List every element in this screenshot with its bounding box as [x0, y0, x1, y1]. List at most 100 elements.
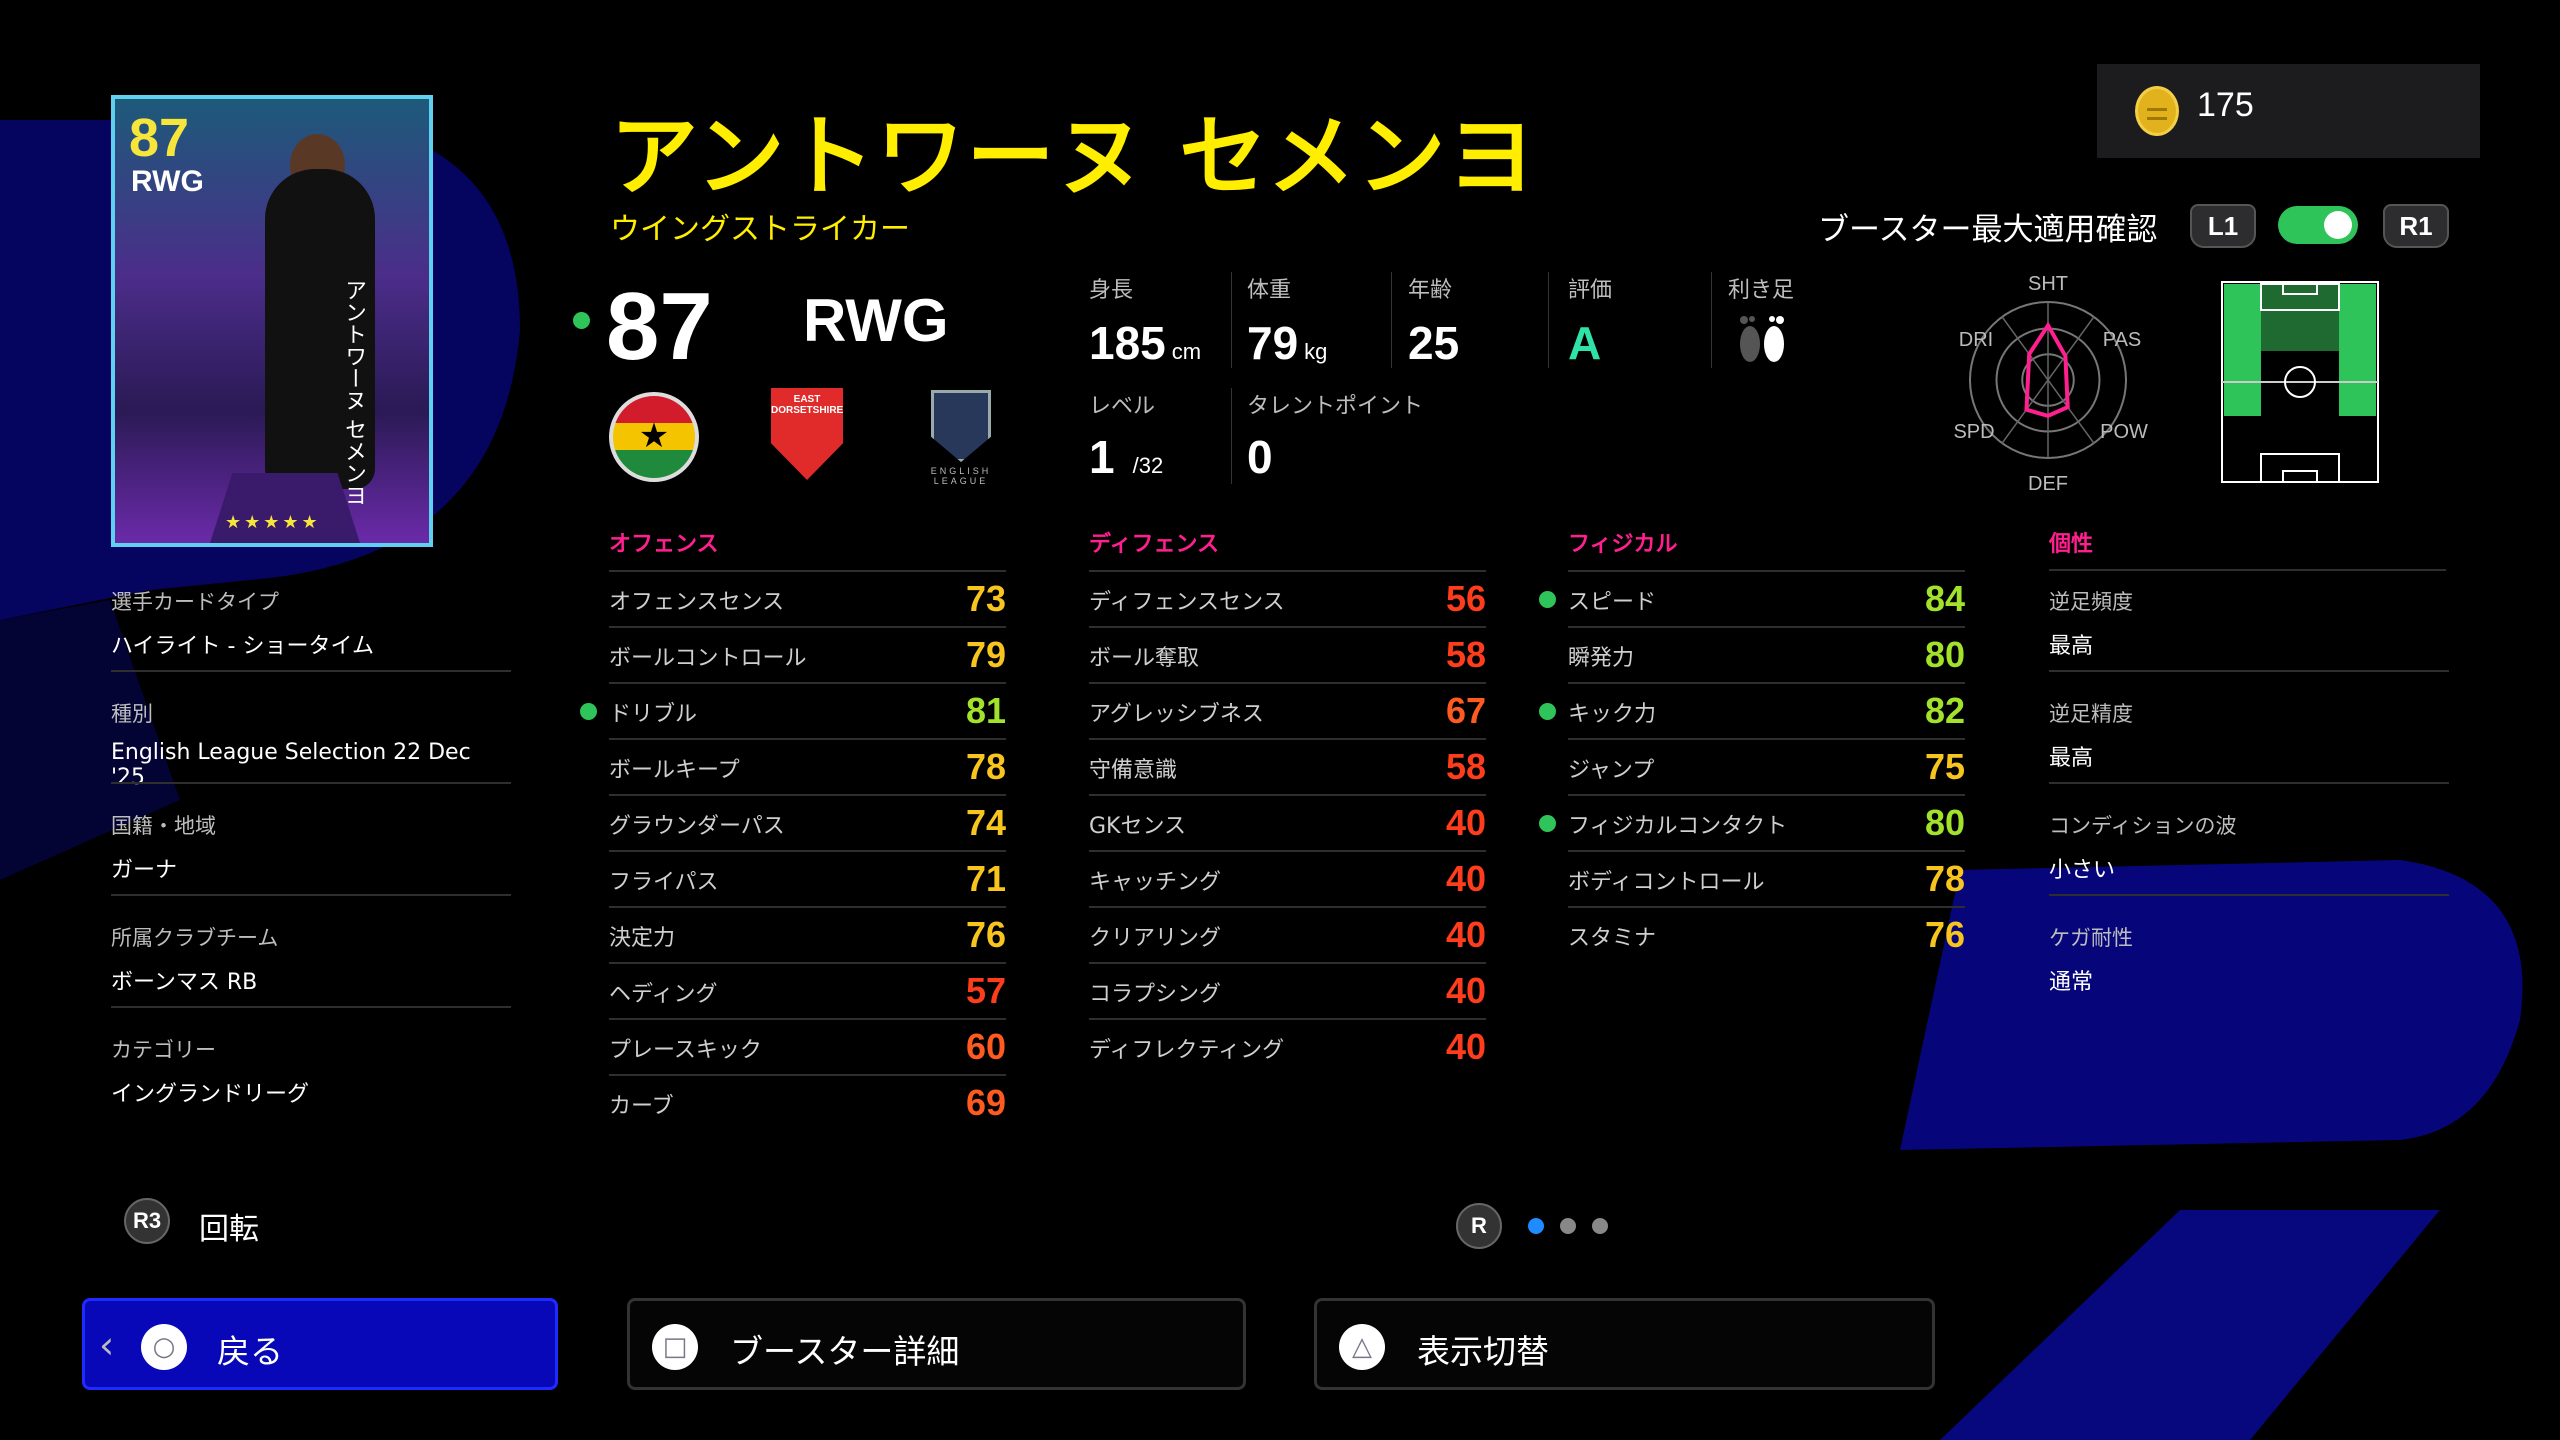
- booster-detail-button[interactable]: □ ブースター詳細: [627, 1298, 1246, 1390]
- booster-detail-label: ブースター詳細: [730, 1332, 960, 1371]
- detail-value: イングランドリーグ: [111, 1082, 310, 1107]
- stat-value: 84: [1924, 578, 1965, 619]
- stat-row: コラプシング 40: [1089, 962, 1486, 1018]
- stat-label: 瞬発力: [1568, 646, 1635, 671]
- divider: [111, 670, 511, 672]
- stat-value: 40: [1445, 1026, 1486, 1067]
- page-dot[interactable]: [1560, 1218, 1576, 1234]
- stat-value: 40: [1445, 802, 1486, 843]
- stat-label: 決定力: [609, 926, 676, 951]
- coin-value: 175: [2197, 86, 2254, 124]
- stat-row: プレースキック 60: [609, 1018, 1006, 1074]
- rating-grade: A: [1568, 317, 1602, 369]
- stat-value: 80: [1924, 634, 1965, 675]
- stat-row: ボール奪取 58: [1089, 626, 1486, 682]
- r-stick-key[interactable]: R: [1456, 1203, 1502, 1249]
- playstyle: ウイングストライカー: [610, 212, 910, 247]
- talent-value: 0: [1247, 431, 1273, 483]
- detail-label: 所属クラブチーム: [111, 926, 279, 950]
- stat-row: ジャンプ 75: [1568, 738, 1965, 794]
- toggle-view-button[interactable]: △ 表示切替: [1314, 1298, 1935, 1390]
- stat-row: キャッチング 40: [1089, 850, 1486, 906]
- traits-title: 個性: [2049, 532, 2094, 557]
- stat-value: 73: [965, 578, 1006, 619]
- page-dot[interactable]: [1528, 1218, 1544, 1234]
- stat-row: ドリブル 81: [580, 682, 1006, 738]
- stat-label: コラプシング: [1089, 982, 1222, 1007]
- stat-row: ディフェンスセンス 56: [1089, 570, 1486, 626]
- stat-value: 75: [1924, 746, 1965, 787]
- stat-value: 67: [1445, 690, 1486, 731]
- detail-label: 種別: [111, 702, 153, 726]
- level-label: レベル: [1089, 394, 1156, 419]
- stat-value: 40: [1445, 858, 1486, 899]
- radar-label: POW: [2100, 421, 2148, 443]
- weight-value: 79 kg: [1247, 317, 1328, 369]
- stat-label: ボール奪取: [1089, 646, 1200, 671]
- square-button-icon: □: [652, 1324, 698, 1370]
- divider: [1391, 272, 1392, 368]
- r1-key[interactable]: R1: [2383, 204, 2449, 248]
- detail-value: ハイライト - ショータイム: [111, 634, 375, 659]
- circle-button-icon: ○: [141, 1324, 187, 1370]
- stat-row: 守備意識 58: [1089, 738, 1486, 794]
- height-label: 身長: [1089, 278, 1134, 303]
- stat-value: 78: [965, 746, 1006, 787]
- boost-indicator-dot: [1539, 591, 1556, 608]
- stat-row: キック力 82: [1539, 682, 1965, 738]
- detail-value: English League Selection 22 Dec '25: [111, 740, 471, 790]
- foot-label: 利き足: [1728, 278, 1795, 303]
- trait-label: 逆足頻度: [2049, 590, 2133, 614]
- stat-row: ボディコントロール 78: [1568, 850, 1965, 906]
- stat-label: ボールコントロール: [609, 646, 807, 671]
- section-title: オフェンス: [609, 532, 719, 557]
- efootball-coin-icon: [2135, 86, 2179, 136]
- stat-value: 60: [965, 1026, 1006, 1067]
- card-overall: 87: [129, 108, 190, 168]
- detail-item: 国籍・地域 ガーナ: [111, 810, 511, 922]
- trait-item: ケガ耐性 通常: [2049, 922, 2449, 1034]
- background-stripe: [1940, 1210, 2440, 1440]
- player-photo: [265, 169, 375, 489]
- radar-label: SPD: [1953, 421, 1994, 443]
- background-logo-shape: [0, 600, 180, 880]
- stat-value: 76: [965, 914, 1006, 955]
- booster-max-toggle[interactable]: [2278, 206, 2358, 244]
- weight-label: 体重: [1247, 278, 1292, 303]
- divider: [2049, 894, 2449, 896]
- stat-row: アグレッシブネス 67: [1089, 682, 1486, 738]
- background-swoosh: [1900, 860, 2523, 1150]
- card-vertical-name: アントワーヌ セメンヨ: [341, 279, 366, 506]
- card-position: RWG: [131, 165, 204, 198]
- stat-row: カーブ 69: [609, 1074, 1006, 1130]
- stat-label: プレースキック: [609, 1038, 762, 1063]
- page-dot[interactable]: [1592, 1218, 1608, 1234]
- stat-value: 80: [1924, 802, 1965, 843]
- stat-label: キック力: [1568, 702, 1657, 727]
- back-button[interactable]: ‹ ○ 戻る: [82, 1298, 558, 1390]
- age-label: 年齢: [1408, 278, 1453, 303]
- talent-label: タレントポイント: [1247, 394, 1424, 419]
- coin-balance: 175: [2097, 64, 2480, 158]
- stat-value: 40: [1445, 970, 1486, 1011]
- stat-label: フライパス: [609, 870, 719, 895]
- boost-indicator-dot: [1539, 815, 1556, 832]
- detail-value: ガーナ: [111, 858, 178, 883]
- l1-key[interactable]: L1: [2190, 204, 2256, 248]
- r3-key[interactable]: R3: [124, 1198, 170, 1244]
- booster-max-label: ブースター最大適用確認: [1818, 212, 2158, 248]
- trait-item: コンディションの波 小さい: [2049, 810, 2449, 922]
- stat-row: クリアリング 40: [1089, 906, 1486, 962]
- stat-label: アグレッシブネス: [1089, 702, 1264, 727]
- divider: [1231, 272, 1232, 368]
- overall-rating: 87: [606, 273, 713, 380]
- league-crest-text: ENGLISH LEAGUE: [930, 466, 992, 486]
- radar-label: PAS: [2103, 329, 2142, 351]
- position-pitch-map: [2221, 281, 2379, 483]
- stat-value: 58: [1445, 634, 1486, 675]
- section-title: フィジカル: [1568, 532, 1678, 557]
- rotate-label: 回転: [199, 1212, 259, 1247]
- stat-label: ボールキープ: [609, 758, 740, 783]
- stat-row: オフェンスセンス 73: [609, 570, 1006, 626]
- player-name: アントワーヌ セメンヨ: [610, 105, 1538, 208]
